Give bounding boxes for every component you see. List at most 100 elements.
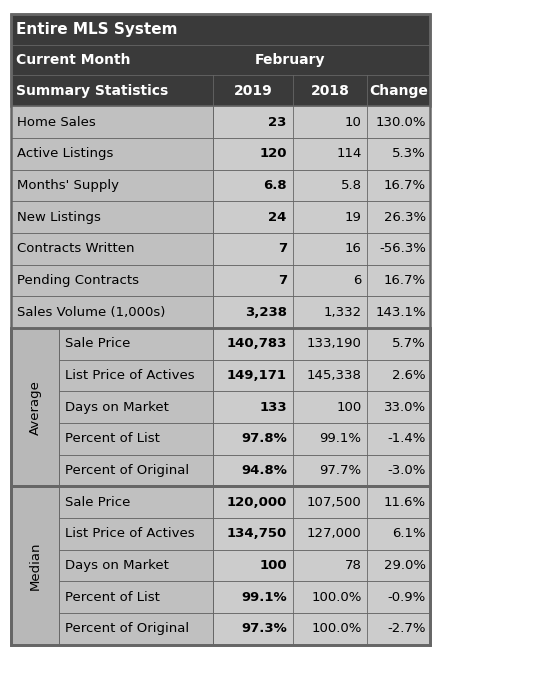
Bar [213, 518, 430, 550]
Text: 133,190: 133,190 [307, 337, 361, 350]
Bar [213, 423, 430, 454]
Text: 5.3%: 5.3% [392, 147, 426, 160]
Text: -2.7%: -2.7% [388, 622, 426, 636]
Text: 145,338: 145,338 [307, 369, 361, 382]
Bar [11, 613, 60, 645]
Text: Percent of List: Percent of List [65, 591, 160, 603]
Bar [213, 454, 430, 486]
Bar [11, 233, 213, 265]
Bar [11, 328, 430, 486]
Bar [213, 360, 430, 391]
Text: 78: 78 [345, 559, 361, 572]
Text: Active Listings: Active Listings [17, 147, 113, 160]
Bar [11, 454, 60, 486]
Bar [11, 360, 60, 391]
Bar [60, 550, 213, 582]
Text: Pending Contracts: Pending Contracts [17, 274, 139, 287]
Text: 3,238: 3,238 [245, 306, 287, 318]
Text: 120: 120 [259, 147, 287, 160]
Text: 140,783: 140,783 [227, 337, 287, 350]
Text: 114: 114 [336, 147, 361, 160]
Text: 24: 24 [269, 211, 287, 223]
Bar [11, 486, 60, 518]
Bar [60, 391, 213, 423]
Bar [11, 169, 213, 201]
Bar [213, 550, 430, 582]
Bar [11, 582, 60, 613]
Bar [11, 550, 60, 582]
Bar [60, 360, 213, 391]
Text: -1.4%: -1.4% [388, 433, 426, 445]
Text: 26.3%: 26.3% [384, 211, 426, 223]
Text: 19: 19 [345, 211, 361, 223]
Bar [213, 265, 430, 296]
Text: Months' Supply: Months' Supply [17, 179, 118, 192]
Text: Percent of Original: Percent of Original [65, 622, 189, 636]
Bar [11, 106, 213, 138]
Bar [213, 106, 430, 138]
Bar [11, 486, 430, 645]
Text: 16.7%: 16.7% [384, 274, 426, 287]
Bar [213, 233, 430, 265]
Text: Entire MLS System: Entire MLS System [16, 22, 177, 37]
Bar [11, 265, 213, 296]
Text: 149,171: 149,171 [227, 369, 287, 382]
Bar [213, 328, 430, 360]
Text: 100.0%: 100.0% [311, 622, 361, 636]
Text: 5.7%: 5.7% [392, 337, 426, 350]
Bar [60, 328, 213, 360]
Text: 133: 133 [259, 400, 287, 414]
Text: 134,750: 134,750 [227, 527, 287, 540]
Text: List Price of Actives: List Price of Actives [65, 369, 195, 382]
Text: Change: Change [369, 84, 428, 98]
Bar [11, 201, 213, 233]
Text: 130.0%: 130.0% [376, 116, 426, 129]
Bar [213, 169, 430, 201]
Text: Percent of List: Percent of List [65, 433, 160, 445]
Text: 23: 23 [269, 116, 287, 129]
Bar [11, 391, 60, 423]
Text: 16: 16 [345, 242, 361, 256]
Text: 127,000: 127,000 [307, 527, 361, 540]
Text: Sale Price: Sale Price [65, 496, 130, 509]
Text: 100: 100 [336, 400, 361, 414]
Text: 2.6%: 2.6% [393, 369, 426, 382]
Text: 16.7%: 16.7% [384, 179, 426, 192]
Text: 99.1%: 99.1% [241, 591, 287, 603]
Text: 7: 7 [277, 242, 287, 256]
Bar [60, 518, 213, 550]
Bar [213, 296, 430, 328]
Text: 99.1%: 99.1% [319, 433, 361, 445]
Bar [11, 423, 60, 454]
Text: 97.8%: 97.8% [241, 433, 287, 445]
Text: Current Month: Current Month [16, 53, 130, 67]
Text: 6: 6 [353, 274, 361, 287]
Text: List Price of Actives: List Price of Actives [65, 527, 195, 540]
Bar [60, 486, 213, 518]
Bar [213, 201, 430, 233]
Text: Sale Price: Sale Price [65, 337, 130, 350]
Bar [213, 138, 430, 169]
Text: Percent of Original: Percent of Original [65, 464, 189, 477]
Text: 107,500: 107,500 [307, 496, 361, 509]
Text: 1,332: 1,332 [323, 306, 361, 318]
Text: February: February [255, 53, 325, 67]
Bar [11, 14, 430, 645]
Text: Average: Average [28, 379, 41, 435]
Text: 10: 10 [345, 116, 361, 129]
Text: 6.1%: 6.1% [393, 527, 426, 540]
Text: 120,000: 120,000 [227, 496, 287, 509]
Text: 143.1%: 143.1% [375, 306, 426, 318]
Text: 29.0%: 29.0% [384, 559, 426, 572]
Text: 100: 100 [259, 559, 287, 572]
Text: 100.0%: 100.0% [311, 591, 361, 603]
Text: 11.6%: 11.6% [384, 496, 426, 509]
Text: 97.3%: 97.3% [241, 622, 287, 636]
Bar [60, 454, 213, 486]
Bar [60, 582, 213, 613]
Bar [60, 613, 213, 645]
Text: -3.0%: -3.0% [388, 464, 426, 477]
Text: Days on Market: Days on Market [65, 400, 169, 414]
Bar [11, 518, 60, 550]
Text: Sales Volume (1,000s): Sales Volume (1,000s) [17, 306, 165, 318]
